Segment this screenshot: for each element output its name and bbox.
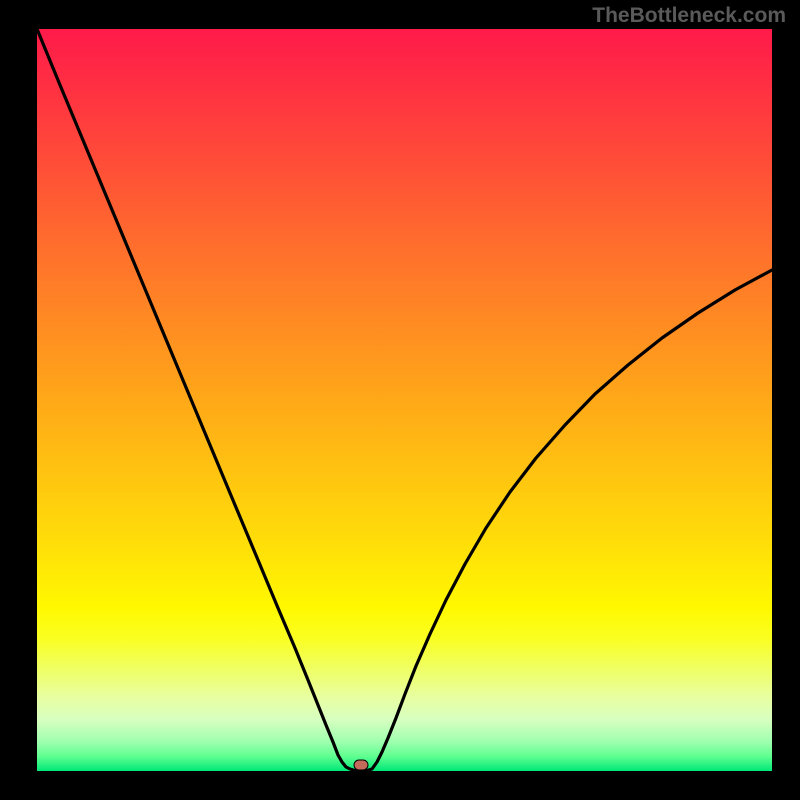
plot-gradient bbox=[37, 29, 772, 771]
optimal-marker bbox=[354, 760, 368, 770]
chart-background bbox=[0, 0, 800, 800]
watermark-label: TheBottleneck.com bbox=[592, 4, 786, 28]
bottleneck-chart: TheBottleneck.com bbox=[0, 0, 800, 800]
